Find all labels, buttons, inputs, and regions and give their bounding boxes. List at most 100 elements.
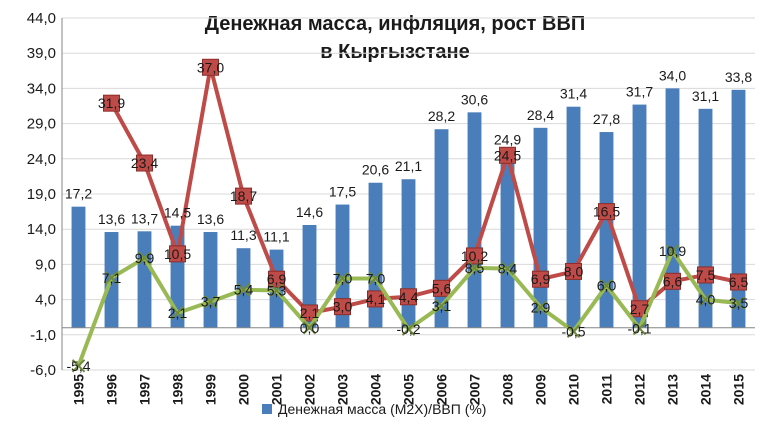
y-tick-label: 19,0 <box>27 186 56 203</box>
x-tick-label: 2003 <box>335 374 351 405</box>
x-tick-label: 2002 <box>302 374 318 405</box>
line-marker <box>302 321 317 335</box>
bar-data-label: 11,1 <box>263 229 289 245</box>
line-data-label: 37,0 <box>197 59 224 75</box>
line-marker <box>269 283 284 298</box>
line-data-label: -5,4 <box>66 358 90 374</box>
y-tick-label: 39,0 <box>27 45 56 62</box>
legend-label-money-supply: Денежная масса (M2X)/ВВП (%) <box>278 401 486 417</box>
line-marker <box>401 322 416 336</box>
line-data-label: -0,5 <box>561 323 585 339</box>
bar-data-label: 30,6 <box>461 91 488 107</box>
y-tick-label: -6,0 <box>30 362 56 379</box>
line-data-label: 5,6 <box>432 280 452 296</box>
line-data-label: 4,1 <box>366 291 386 307</box>
line-marker <box>137 251 152 265</box>
plot-area: -6,0 -1,0 4,0 9,0 14,0 19,0 24,0 29,0 34,0 39,0 44… <box>27 10 755 405</box>
line-data-label: 2,7 <box>630 301 650 317</box>
line-data-label: 24,5 <box>494 147 521 163</box>
line-data-label: 7,1 <box>102 270 122 286</box>
bar <box>203 232 218 328</box>
line-marker <box>104 271 119 285</box>
bar <box>401 179 416 328</box>
line-marker <box>334 298 351 316</box>
line-data-label: 5,3 <box>267 282 287 298</box>
line-data-label: 18,7 <box>230 188 257 204</box>
line-data-label: 3,1 <box>432 298 452 314</box>
bar-data-label: 17,2 <box>65 186 92 202</box>
line-data-label: 10,9 <box>659 243 686 259</box>
x-tick-label: 2008 <box>500 374 516 405</box>
legend-swatch-money-supply <box>262 404 272 414</box>
bar-data-label: 31,4 <box>560 86 587 102</box>
bar-data-label: 14,5 <box>164 205 191 221</box>
line-marker <box>203 295 218 309</box>
line-marker <box>400 288 417 306</box>
series-line <box>109 65 739 315</box>
line-data-label: 6,6 <box>663 273 683 289</box>
bar <box>566 106 581 328</box>
bar <box>137 231 152 328</box>
line-marker <box>202 58 219 76</box>
y-tick-label: 29,0 <box>27 116 56 133</box>
legend: Денежная масса (M2X)/ВВП (%) <box>262 401 486 417</box>
y-tick-label: 14,0 <box>27 221 56 238</box>
bar <box>533 127 548 328</box>
line-marker <box>467 261 482 275</box>
y-tick-label: 24,0 <box>27 151 56 168</box>
line-marker <box>235 187 252 205</box>
line-marker <box>169 245 186 263</box>
line-marker <box>500 261 515 276</box>
line-marker <box>466 247 483 265</box>
line-data-label: 10,5 <box>164 246 191 262</box>
line-data-label: 6,0 <box>597 278 617 294</box>
x-tick-label: 2012 <box>632 374 648 405</box>
line-marker <box>236 283 251 297</box>
line-data-label: 6,9 <box>531 271 551 287</box>
line-data-label: 4,4 <box>399 289 419 305</box>
line-data-label: 8,5 <box>465 260 485 276</box>
line-marker <box>499 146 516 164</box>
line-marker <box>730 273 747 291</box>
line-marker <box>335 271 350 286</box>
line-marker <box>434 299 449 313</box>
x-tick-label: 2000 <box>236 374 252 405</box>
line-marker <box>565 262 582 280</box>
bar-data-label: 21,1 <box>395 158 422 174</box>
bar-data-label: 13,6 <box>197 211 224 227</box>
chart-title-line-1: Денежная масса, инфляция, рост ВВП <box>205 13 586 35</box>
x-tick-label: 2011 <box>599 374 615 405</box>
bar-data-label: 28,4 <box>527 107 554 123</box>
line-data-label: 7,0 <box>333 270 353 286</box>
line-marker <box>664 272 681 290</box>
y-tick-label: 34,0 <box>27 80 56 97</box>
x-tick-label: 2013 <box>665 374 681 405</box>
bar <box>71 206 86 328</box>
y-tick-label: -1,0 <box>30 327 56 344</box>
bar-data-label: 13,6 <box>98 211 125 227</box>
line-data-label: 2,1 <box>168 305 188 321</box>
x-tick-label: 2015 <box>731 374 747 405</box>
y-tick-label: 4,0 <box>35 292 56 309</box>
line-marker <box>532 270 549 288</box>
x-tick-label: 2006 <box>434 374 450 405</box>
line-marker <box>632 321 647 336</box>
bar-data-label: 24,9 <box>494 131 521 147</box>
line-data-label: 4,0 <box>696 292 716 308</box>
line-data-label: 0,0 <box>300 320 320 336</box>
line-marker <box>103 94 120 112</box>
line-data-label: 2,1 <box>300 305 320 321</box>
line-marker <box>731 296 746 310</box>
line-data-label: 6,5 <box>729 274 749 290</box>
x-tick-label: 2001 <box>269 374 285 405</box>
line-marker <box>698 292 713 307</box>
line-marker <box>566 324 581 338</box>
bar-data-label: 34,0 <box>659 67 686 83</box>
line-data-label: 5,4 <box>234 282 254 298</box>
line-data-label: 3,7 <box>201 294 221 310</box>
line-data-label: 7,0 <box>366 270 386 286</box>
line-data-label: -0,1 <box>627 320 651 336</box>
x-tick-label: 2009 <box>533 374 549 405</box>
x-tick-label: 2014 <box>698 374 714 405</box>
